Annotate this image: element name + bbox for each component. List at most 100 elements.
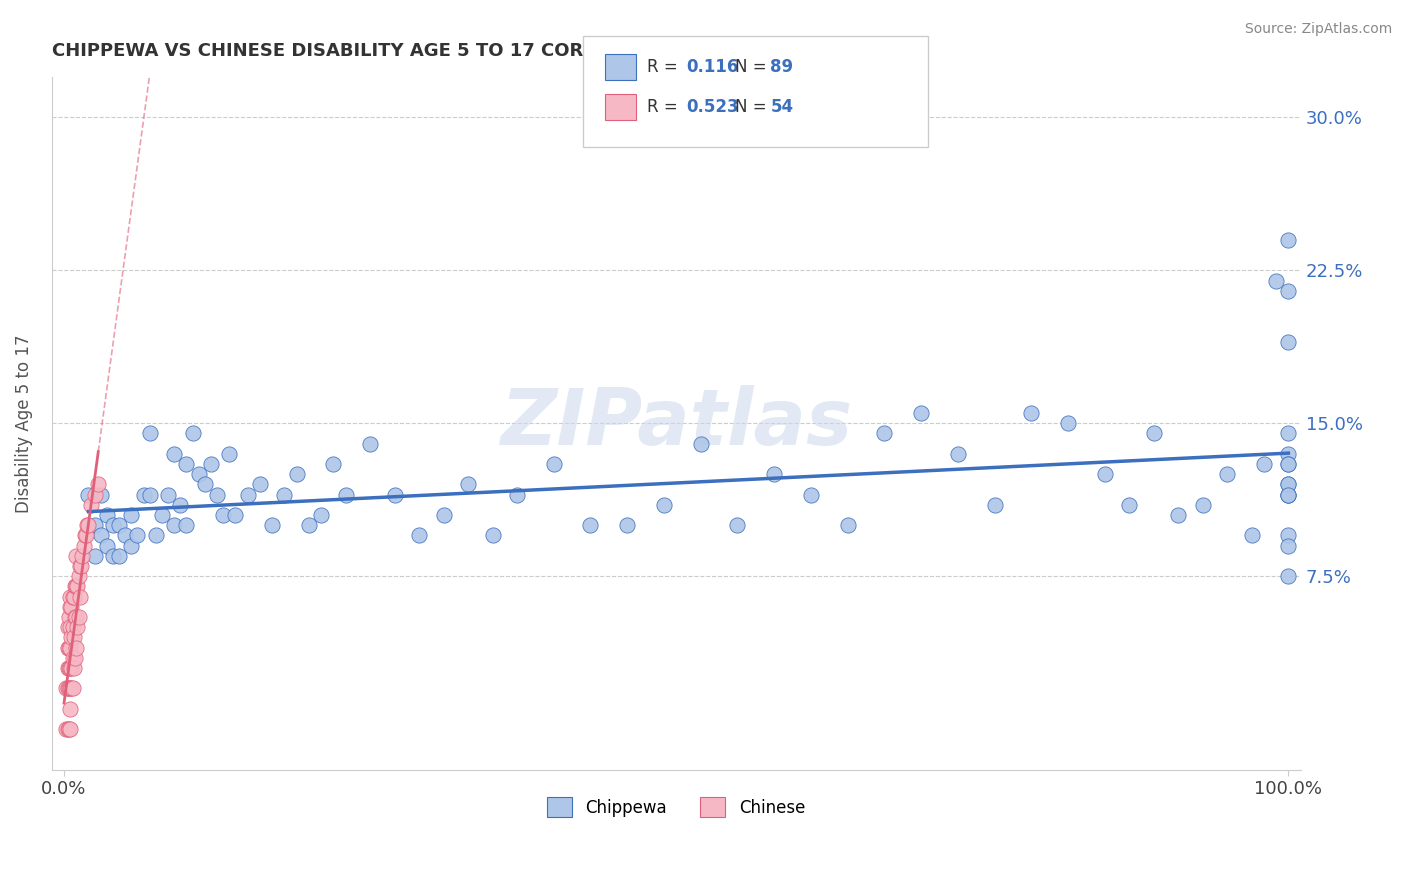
Text: CHIPPEWA VS CHINESE DISABILITY AGE 5 TO 17 CORRELATION CHART: CHIPPEWA VS CHINESE DISABILITY AGE 5 TO … [52,42,756,60]
Point [62,590,84,604]
Point [1094,467,1116,482]
Point [298,518,321,533]
Point [543,457,565,471]
Point [481,528,503,542]
Point [75,528,97,542]
Point [1277,457,1299,471]
Point [1277,488,1299,502]
Point [60,599,83,614]
Point [80,498,103,512]
Point [66,620,89,634]
Point [322,457,344,471]
Point [56,722,79,736]
Text: ZIPatlas: ZIPatlas [501,385,852,461]
Point [59,640,82,655]
Point [77,488,100,502]
Point [56,640,79,655]
Point [224,508,246,522]
Point [59,599,82,614]
Point [59,681,82,696]
Point [58,661,80,675]
Point [67,610,90,624]
Point [62,620,84,634]
Point [65,549,87,563]
Text: 89: 89 [770,58,793,76]
Point [65,610,87,624]
Point [63,610,86,624]
Point [73,528,96,542]
Point [181,426,204,441]
Point [1277,569,1299,583]
Point [1240,528,1263,542]
Point [114,528,136,542]
Y-axis label: Disability Age 5 to 17: Disability Age 5 to 17 [15,334,32,513]
Point [101,549,124,563]
Point [120,539,142,553]
Point [58,610,80,624]
Point [55,722,77,736]
Point [1277,447,1299,461]
Point [163,447,186,461]
Point [1277,233,1299,247]
Point [194,477,217,491]
Point [62,681,84,696]
Point [77,518,100,533]
Point [1167,508,1189,522]
Point [60,661,83,675]
Point [1191,498,1213,512]
Point [457,477,479,491]
Point [1019,406,1042,420]
Point [76,518,98,533]
Point [176,518,198,533]
Point [616,518,638,533]
Point [1277,426,1299,441]
Point [1057,417,1080,431]
Point [309,508,332,522]
Point [62,661,84,675]
Point [408,528,430,542]
Point [108,518,131,533]
Point [873,426,896,441]
Point [579,518,602,533]
Point [800,488,823,502]
Point [285,467,308,482]
Point [63,579,86,593]
Point [59,702,82,716]
Point [120,508,142,522]
Point [60,681,83,696]
Point [273,488,295,502]
Point [262,518,284,533]
Legend: Chippewa, Chinese: Chippewa, Chinese [540,790,811,824]
Point [58,681,80,696]
Point [87,477,110,491]
Point [69,559,91,574]
Point [1277,477,1299,491]
Point [65,640,87,655]
Point [132,488,155,502]
Point [837,518,859,533]
Text: 0.116: 0.116 [686,58,738,76]
Point [69,590,91,604]
Point [1277,528,1299,542]
Point [1253,457,1275,471]
Point [62,631,84,645]
Point [910,406,932,420]
Point [62,590,84,604]
Text: 0.523: 0.523 [686,98,738,116]
Point [101,518,124,533]
Point [55,681,77,696]
Point [59,620,82,634]
Point [432,508,454,522]
Point [506,488,529,502]
Point [1277,477,1299,491]
Point [150,508,173,522]
Point [59,590,82,604]
Point [1216,467,1239,482]
Point [163,518,186,533]
Point [218,447,240,461]
Point [946,447,969,461]
Text: Source: ZipAtlas.com: Source: ZipAtlas.com [1244,22,1392,37]
Point [1265,274,1288,288]
Point [652,498,675,512]
Point [1277,457,1299,471]
